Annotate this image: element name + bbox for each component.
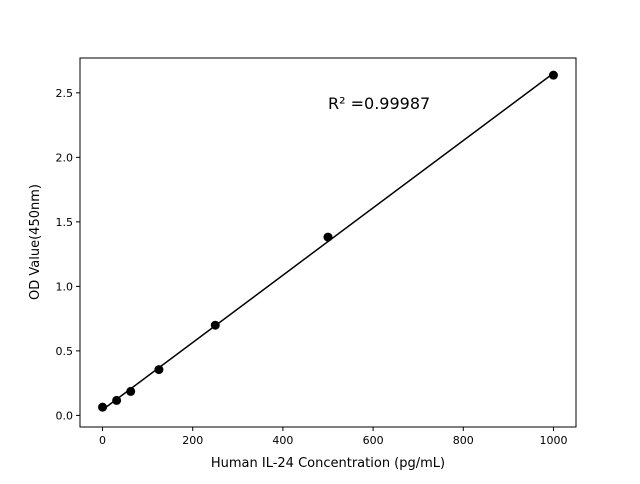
y-tick-label: 1.0 bbox=[56, 280, 74, 293]
data-point bbox=[210, 320, 220, 330]
x-tick-label: 200 bbox=[182, 434, 203, 447]
y-tick-label: 0.0 bbox=[56, 409, 74, 422]
data-point bbox=[98, 402, 108, 412]
y-tick-label: 2.0 bbox=[56, 151, 74, 164]
data-point bbox=[154, 365, 164, 375]
data-point bbox=[126, 386, 136, 396]
x-tick-label: 1000 bbox=[539, 434, 567, 447]
y-tick-label: 0.5 bbox=[56, 345, 74, 358]
data-point bbox=[323, 232, 333, 242]
r-squared-annotation: R² =0.99987 bbox=[328, 94, 430, 113]
data-point bbox=[112, 395, 122, 405]
plot-frame bbox=[79, 57, 577, 428]
y-tick-label: 1.5 bbox=[56, 216, 74, 229]
data-point bbox=[548, 70, 558, 80]
x-tick-label: 0 bbox=[99, 434, 106, 447]
x-axis-label: Human IL-24 Concentration (pg/mL) bbox=[211, 456, 445, 471]
x-tick-label: 800 bbox=[453, 434, 474, 447]
y-axis-label: OD Value(450nm) bbox=[28, 184, 43, 300]
y-tick-label: 2.5 bbox=[56, 87, 74, 100]
x-tick-label: 600 bbox=[363, 434, 384, 447]
x-tick-label: 400 bbox=[272, 434, 293, 447]
